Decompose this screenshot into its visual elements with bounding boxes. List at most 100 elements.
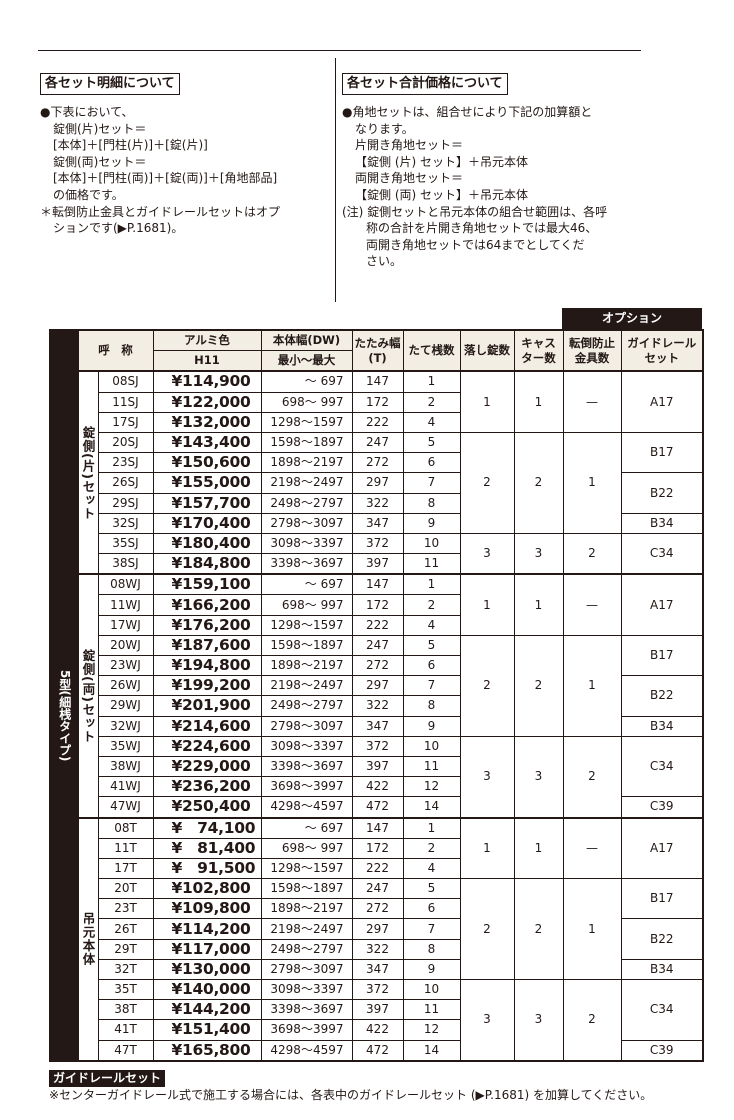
folded-width: 472: [351, 796, 404, 818]
guide-rail-heading: ガイドレールセット: [49, 1070, 166, 1087]
width-range: 698～ 997: [260, 837, 353, 859]
folded-width: 372: [351, 532, 404, 555]
table-row: 錠側(両)セット 08WJ ¥159,100 ～ 697 147 1 1 1— A17: [50, 573, 704, 819]
price: ¥117,000: [152, 938, 262, 960]
model-name: 23T: [97, 898, 154, 920]
anti-tip-count: —: [562, 816, 622, 880]
folded-width: 322: [351, 492, 404, 514]
caster-count: 2: [513, 634, 564, 737]
text-line: 【錠側 (両) セット】＋吊元本体: [355, 187, 528, 202]
folded-width: 247: [351, 431, 404, 454]
drop-bolt-count: 3: [459, 978, 515, 1062]
model-name: 29WJ: [97, 695, 154, 717]
anti-tip-count: 2: [562, 978, 622, 1062]
table-row: 41WJ ¥236,200 3698～3997 422 12: [50, 776, 703, 798]
guide-rail-set: C39: [620, 796, 704, 818]
vertical-bar-count: 7: [402, 918, 461, 940]
text-line: [本体]＋[門柱(両)]＋[錠(両)]＋[角地部品]: [53, 171, 278, 186]
price: ¥144,200: [152, 999, 262, 1021]
guide-rail-set: B22: [620, 918, 704, 960]
text-line: 錠側(両)セット＝: [53, 154, 147, 169]
vertical-bar-count: 7: [402, 472, 461, 494]
price: ¥155,000: [152, 472, 262, 494]
drop-bolt-count: 2: [459, 431, 515, 534]
price: ¥114,200: [152, 918, 262, 940]
text-line: 称の合計を片開き角地セットでは最大46、: [366, 221, 598, 236]
width-range: 1898～2197: [260, 452, 353, 474]
model-name: 38WJ: [97, 755, 154, 778]
vertical-bar-count: 10: [402, 532, 461, 555]
vertical-bar-count: 11: [402, 999, 461, 1021]
width-range: 2198～2497: [260, 472, 353, 494]
table-row: 38WJ ¥229,000 3398～3697 397 11: [50, 755, 703, 778]
table-row: 32T ¥130,000 2798～3097 347 9 B34: [50, 958, 704, 981]
folded-width: 172: [351, 594, 404, 616]
table-row: 23T ¥109,800 1898～2197 272 6: [50, 898, 703, 920]
folded-width: 297: [351, 918, 404, 940]
vertical-bar-count: 8: [402, 938, 461, 960]
width-range: 1898～2197: [260, 898, 353, 920]
text-line: 片開き角地セット＝: [355, 138, 464, 153]
header-tento: 転倒防止 金具数: [562, 329, 622, 372]
anti-tip-count: 2: [562, 735, 622, 819]
table-row: 29WJ ¥201,900 2498～2797 322 8: [50, 695, 703, 717]
price: ¥187,600: [152, 634, 262, 657]
header-blank: [49, 329, 79, 372]
drop-bolt-count: 2: [459, 634, 515, 737]
width-range: 3098～3397: [260, 978, 353, 1001]
caster-count: 3: [513, 978, 564, 1062]
vertical-bar-count: 9: [402, 512, 461, 534]
drop-bolt-count: 3: [459, 532, 515, 575]
model-name: 26SJ: [97, 472, 154, 494]
price: ¥250,400: [152, 796, 262, 818]
guide-rail-set: B34: [620, 715, 704, 737]
folded-width: 422: [351, 1019, 404, 1041]
model-name: 11T: [97, 837, 154, 859]
folded-width: 372: [351, 735, 404, 757]
folded-width: 397: [351, 755, 404, 778]
price: ¥157,700: [152, 492, 262, 514]
table-row: 35SJ ¥180,400 3098～3397 372 10 3 3 2 C34: [50, 532, 704, 575]
price: ¥143,400: [152, 431, 262, 454]
vertical-bar-count: 1: [402, 370, 461, 393]
caster-count: 2: [513, 431, 564, 534]
folded-width: 322: [351, 938, 404, 960]
width-range: 1298～1597: [260, 411, 353, 433]
vertical-bar-count: 9: [402, 715, 461, 737]
header-name: 呼 称: [77, 329, 154, 372]
text-line: 錠側(片)セット＝: [53, 121, 147, 136]
vertical-bar-count: 4: [402, 614, 461, 636]
table-row: 47T ¥165,800 4298～4597 472 14 C39: [50, 1039, 704, 1062]
table-row: 32SJ ¥170,400 2798～3097 347 9 B34: [50, 512, 704, 534]
folded-width: 472: [351, 1039, 404, 1062]
text-line: (注) 錠側セットと吊元本体の組合せ範囲は、各呼: [342, 204, 608, 219]
folded-width: 147: [351, 370, 404, 393]
width-range: 3698～3997: [260, 776, 353, 798]
vertical-bar-count: 2: [402, 391, 461, 413]
vertical-bar-count: 5: [402, 634, 461, 657]
price: ¥ 81,400: [152, 837, 262, 859]
header-dw-sub: 最小～最大: [260, 350, 353, 372]
width-range: 698～ 997: [260, 391, 353, 413]
option-header: オプション: [562, 308, 702, 329]
price: ¥ 91,500: [152, 857, 262, 880]
model-name: 20WJ: [97, 634, 154, 657]
table-row: 26T ¥114,200 2198～2497 297 7 B22: [50, 918, 704, 960]
vertical-bar-count: 1: [402, 573, 461, 596]
model-name: 11SJ: [97, 391, 154, 413]
set-details-heading: 各セット明細について: [40, 73, 180, 95]
guide-rail-set: B17: [620, 634, 704, 677]
header-color-sub: H11: [152, 350, 262, 372]
group-label: 錠側(片)セット: [77, 370, 99, 575]
price: ¥170,400: [152, 512, 262, 534]
width-range: 2798～3097: [260, 958, 353, 981]
model-name: 20T: [97, 878, 154, 900]
guide-rail-set: B34: [620, 512, 704, 534]
width-range: 3398～3697: [260, 999, 353, 1021]
caster-count: 3: [513, 735, 564, 819]
model-name: 35SJ: [97, 532, 154, 555]
model-name: 08SJ: [97, 370, 154, 393]
vertical-bar-count: 12: [402, 1019, 461, 1041]
table-row: 20T ¥102,800 1598～1897 247 5 2 2 1 B17: [50, 878, 704, 980]
